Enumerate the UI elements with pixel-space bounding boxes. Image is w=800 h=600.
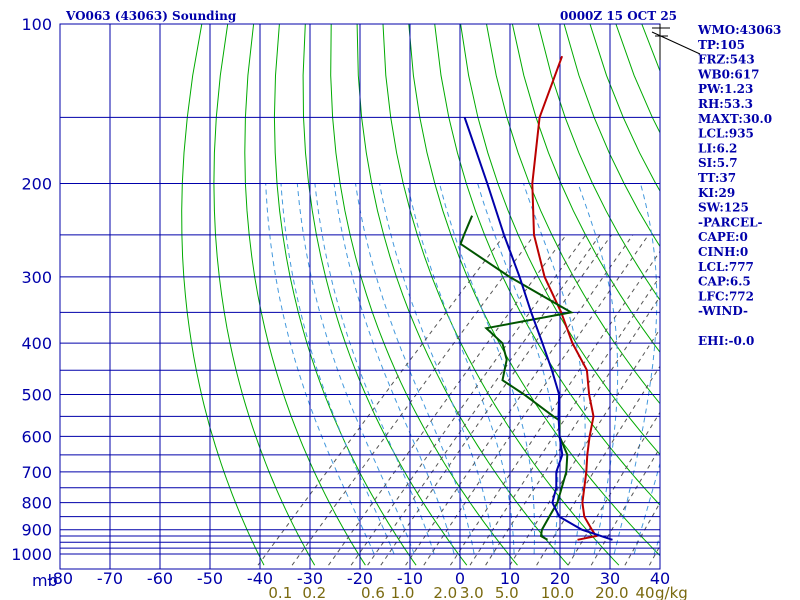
dry-adiabat (408, 24, 660, 557)
index-line: SI:5.7 (698, 156, 738, 170)
mixing-ratio-label: 0.2 (302, 584, 326, 600)
index-line: LFC:772 (698, 289, 754, 303)
index-line: KI:29 (698, 186, 735, 200)
mixing-ratio-label: 10.0 (541, 584, 574, 600)
pressure-tick-label: 300 (21, 268, 52, 287)
temperature-tick-label: -20 (347, 569, 373, 588)
pressure-tick-label: 400 (21, 334, 52, 353)
mixing-ratio-line (405, 234, 634, 566)
moist-adiabat (633, 461, 660, 555)
pressure-tick-label: 500 (21, 385, 52, 404)
pressure-unit-label: mb (32, 571, 58, 590)
index-line: EHI:-0.0 (698, 334, 754, 348)
plot-frame (59, 23, 661, 570)
temperature-tick-label: 0 (455, 569, 465, 588)
dry-adiabat (537, 24, 660, 301)
temperature-tick-label: -30 (297, 569, 323, 588)
mixing-ratio-line (380, 234, 612, 566)
index-line: LCL:935 (698, 127, 754, 141)
dry-adiabat (382, 24, 620, 566)
observation-time: 0000Z 15 OCT 25 (560, 9, 677, 23)
mixing-ratio-label: 0.1 (268, 584, 292, 600)
temperature-tick-label: -50 (197, 569, 223, 588)
sounding-indices: WMO:43063TP:105FRZ:543WB0:617PW:1.23RH:5… (697, 23, 781, 348)
moist-adiabat (265, 183, 375, 555)
dry-adiabat (563, 24, 660, 248)
dry-adiabat (771, 24, 800, 565)
mixing-ratio-label: 1.0 (391, 584, 415, 600)
pressure-tick-label: 800 (21, 494, 52, 513)
pressure-tick-label: 1000 (11, 545, 52, 564)
pressure-tick-label: 100 (21, 15, 52, 34)
mixing-ratio-label: 5.0 (495, 584, 519, 600)
index-line: CINH:0 (698, 245, 748, 259)
temperature-tick-label: -70 (97, 569, 123, 588)
dry-adiabat (330, 24, 518, 566)
temperature-tick-label: -60 (147, 569, 173, 588)
mixing-ratio-line (291, 234, 535, 566)
temperature-trace (531, 55, 598, 541)
dry-adiabat (511, 24, 660, 354)
index-line: WB0:617 (697, 67, 759, 81)
pressure-tick-label: 700 (21, 463, 52, 482)
dry-adiabat (434, 24, 660, 506)
dry-adiabat (356, 24, 569, 566)
pressure-tick-label: 600 (21, 427, 52, 446)
dry-adiabat (486, 24, 660, 405)
index-line: TT:37 (698, 171, 736, 185)
temperature-tick-label: -80 (47, 569, 73, 588)
index-line: CAP:6.5 (698, 275, 751, 289)
mixing-ratio-label: 40 (635, 584, 654, 600)
mixing-ratio-line (485, 295, 660, 566)
mixing-ratio-label: 3.0 (460, 584, 484, 600)
dry-adiabat (273, 24, 417, 566)
temperature-tick-label: 40 (650, 569, 670, 588)
temperature-tick-label: 20 (550, 569, 570, 588)
index-line: -PARCEL- (698, 215, 763, 229)
index-line: PW:1.23 (698, 82, 753, 96)
index-line: -WIND- (698, 304, 748, 318)
index-line: LI:6.2 (698, 141, 737, 155)
mixing-ratio-line (590, 446, 660, 566)
dry-adiabat (589, 24, 660, 193)
mixing-ratio-line (350, 234, 587, 566)
index-line: WMO:43063 (697, 23, 781, 37)
moist-adiabat (314, 183, 435, 555)
index-line: RH:53.3 (698, 97, 753, 111)
index-line: MAXT:30.0 (698, 112, 772, 126)
index-line: SW:125 (698, 201, 749, 215)
temperature-tick-label: -10 (397, 569, 423, 588)
mixing-ratio-unit-label: g/kg (655, 584, 688, 600)
dewpoint-trace (459, 215, 575, 541)
moist-adiabat (333, 183, 455, 555)
parcel-trace (463, 116, 613, 541)
dry-adiabat (213, 24, 316, 566)
index-line: CAPE:0 (698, 230, 748, 244)
dry-adiabat (244, 24, 366, 566)
mixing-ratio-line (423, 234, 649, 566)
mixing-ratio-label: 0.6 (361, 584, 385, 600)
temperature-tick-label: 30 (600, 569, 620, 588)
temperature-tick-label: 10 (500, 569, 520, 588)
pressure-tick-label: 900 (21, 521, 52, 540)
mixing-ratio-line (367, 234, 601, 566)
mixing-ratio-label: 20.0 (595, 584, 628, 600)
grid (59, 23, 661, 570)
sounding-traces (459, 55, 613, 541)
dry-adiabat (181, 24, 265, 566)
dry-adiabat (460, 24, 660, 456)
wind-staff (651, 24, 701, 60)
dry-adiabat (302, 24, 468, 566)
temperature-tick-label: -40 (247, 569, 273, 588)
station-title: VO063 (43063) Sounding (65, 9, 237, 23)
mixing-ratio-label: 2.0 (433, 584, 457, 600)
pressure-tick-label: 200 (21, 175, 52, 194)
index-line: TP:105 (698, 38, 745, 52)
index-line: LCL:777 (698, 260, 754, 274)
mixing-ratio-line (624, 501, 660, 566)
index-line: FRZ:543 (698, 53, 755, 67)
